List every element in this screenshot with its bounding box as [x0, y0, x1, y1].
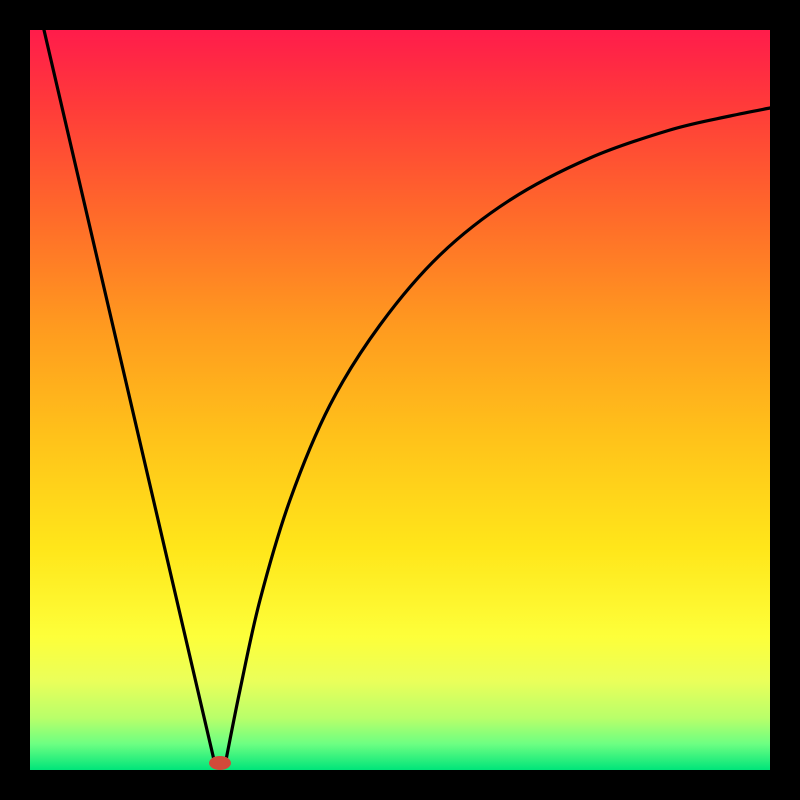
- chart-frame: TheBottlenecker.com: [0, 0, 800, 800]
- curve-left-segment: [44, 30, 214, 760]
- bottleneck-curve: [30, 30, 770, 770]
- minimum-marker: [209, 756, 231, 770]
- watermark-text: TheBottlenecker.com: [544, 4, 770, 30]
- plot-area: [30, 30, 770, 770]
- curve-right-segment: [226, 108, 770, 760]
